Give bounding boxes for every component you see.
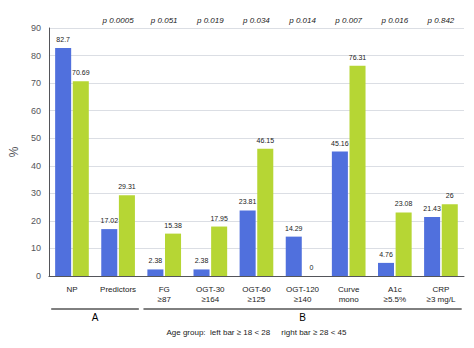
svg-text:NP: NP	[66, 285, 77, 294]
svg-text:50: 50	[31, 133, 41, 143]
svg-text:≥3 mg/L: ≥3 mg/L	[427, 295, 456, 304]
svg-text:17.02: 17.02	[101, 217, 119, 224]
svg-text:90: 90	[31, 23, 41, 33]
svg-text:p 0.051: p 0.051	[150, 16, 178, 25]
svg-text:60: 60	[31, 106, 41, 116]
svg-text:%: %	[7, 146, 21, 157]
svg-text:80: 80	[31, 51, 41, 61]
svg-text:23.81: 23.81	[239, 198, 257, 205]
svg-text:0: 0	[309, 264, 313, 271]
svg-text:21.43: 21.43	[423, 205, 441, 212]
svg-text:p 0.019: p 0.019	[196, 16, 224, 25]
svg-text:≥140: ≥140	[294, 295, 312, 304]
svg-text:Age group: left bar ≥ 18 < 28: Age group: left bar ≥ 18 < 28 right bar …	[166, 328, 347, 337]
svg-text:0: 0	[36, 271, 41, 281]
svg-text:≥5.5%: ≥5.5%	[384, 295, 407, 304]
svg-text:45.16: 45.16	[331, 140, 349, 147]
svg-text:70: 70	[31, 78, 41, 88]
svg-text:A: A	[92, 312, 99, 323]
svg-text:Predictors: Predictors	[100, 285, 136, 294]
svg-text:p 0.014: p 0.014	[288, 16, 316, 25]
svg-text:40: 40	[31, 161, 41, 171]
svg-text:20: 20	[31, 216, 41, 226]
svg-text:82.7: 82.7	[56, 36, 70, 43]
svg-text:26: 26	[446, 192, 454, 199]
svg-text:OGT-120: OGT-120	[286, 285, 319, 294]
svg-text:4.76: 4.76	[379, 251, 393, 258]
svg-text:15.38: 15.38	[164, 222, 182, 229]
svg-text:p 0.007: p 0.007	[334, 16, 362, 25]
svg-text:mono: mono	[339, 295, 360, 304]
svg-text:14.29: 14.29	[285, 225, 303, 232]
svg-text:76.31: 76.31	[349, 54, 367, 61]
svg-text:23.08: 23.08	[395, 200, 413, 207]
svg-text:p 0.034: p 0.034	[242, 16, 270, 25]
svg-text:p 0.016: p 0.016	[380, 16, 408, 25]
svg-text:2.38: 2.38	[149, 257, 163, 264]
svg-text:29.31: 29.31	[118, 183, 136, 190]
svg-text:A1c: A1c	[388, 285, 402, 294]
svg-text:46.15: 46.15	[257, 137, 275, 144]
svg-text:≥125: ≥125	[248, 295, 266, 304]
svg-text:p 0.0005: p 0.0005	[102, 16, 135, 25]
svg-text:FG: FG	[159, 285, 170, 294]
svg-text:B: B	[299, 312, 306, 323]
svg-text:OGT-30: OGT-30	[196, 285, 225, 294]
svg-text:2.38: 2.38	[195, 257, 209, 264]
svg-text:OGT-60: OGT-60	[242, 285, 271, 294]
svg-text:70.69: 70.69	[72, 69, 90, 76]
svg-text:≥87: ≥87	[158, 295, 172, 304]
svg-text:p 0.842: p 0.842	[427, 16, 455, 25]
svg-text:17.95: 17.95	[210, 215, 228, 222]
svg-text:CRP: CRP	[432, 285, 449, 294]
svg-text:≥164: ≥164	[201, 295, 219, 304]
svg-text:10: 10	[31, 243, 41, 253]
svg-text:30: 30	[31, 188, 41, 198]
svg-text:Curve: Curve	[338, 285, 360, 294]
